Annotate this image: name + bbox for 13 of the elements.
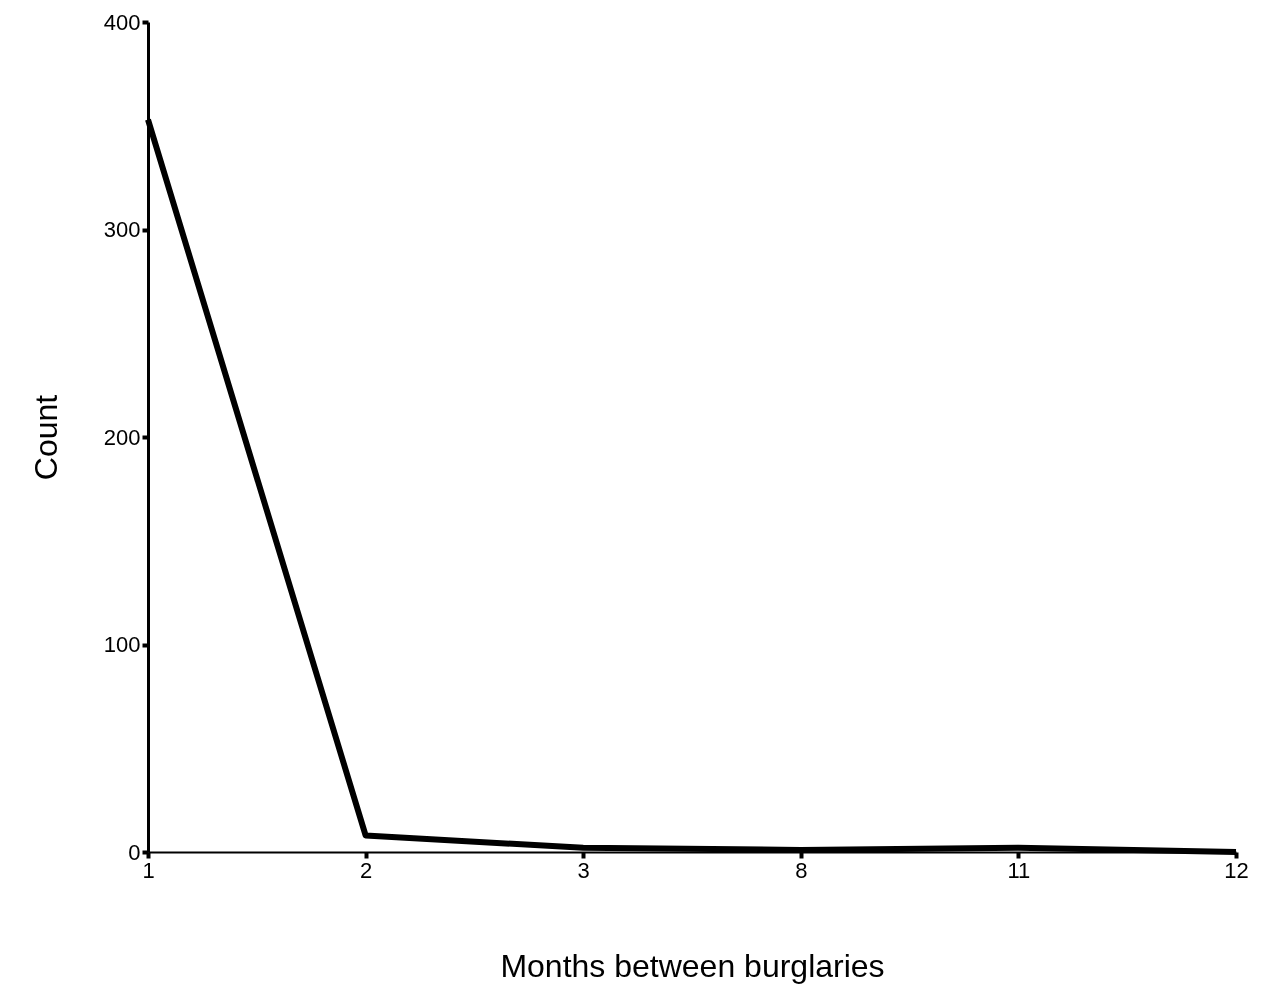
y-axis-title: Count <box>27 394 64 481</box>
y-tick-label: 400 <box>103 9 141 35</box>
x-tick-label: 12 <box>1224 857 1249 883</box>
x-tick-label: 8 <box>795 857 808 883</box>
x-tick-label: 2 <box>359 857 373 883</box>
x-axis-title: Months between burglaries <box>500 947 885 984</box>
y-tick-label: 100 <box>103 632 141 657</box>
x-tick-label: 1 <box>142 857 155 883</box>
y-tick-label: 200 <box>103 424 141 450</box>
x-tick-label: 3 <box>577 857 590 883</box>
y-tick-label: 300 <box>103 217 141 242</box>
y-tick-label: 0 <box>128 839 141 865</box>
x-tick-label: 11 <box>1007 857 1031 883</box>
